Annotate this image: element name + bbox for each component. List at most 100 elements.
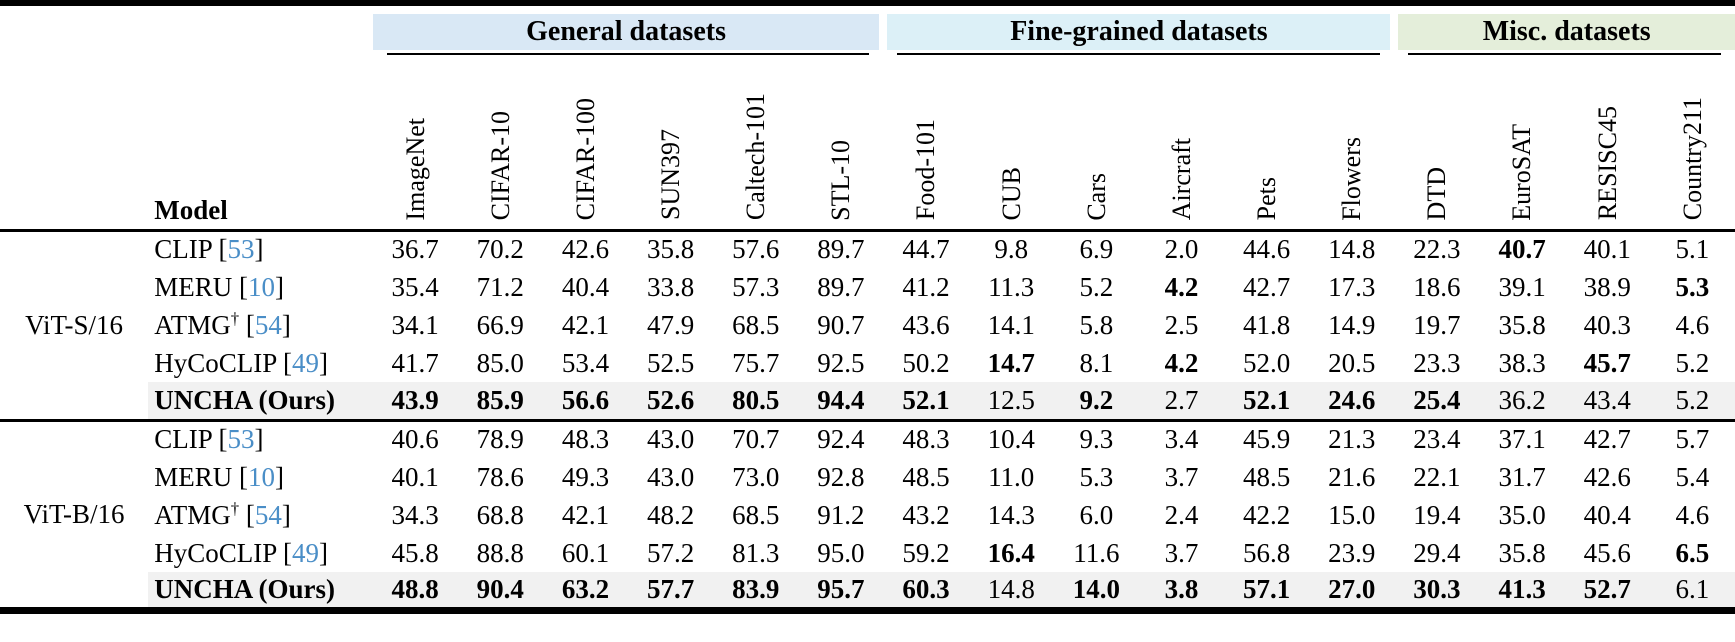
citation-link[interactable]: 49 [292, 537, 319, 568]
score-cell: 14.8 [968, 572, 1054, 610]
column-header-imagenet: ImageNet [400, 117, 430, 221]
score-cell: 78.9 [476, 424, 524, 455]
score-cell: 41.2 [902, 271, 950, 302]
score-cell: 48.8 [372, 572, 458, 610]
score-cell: 52.7 [1564, 572, 1650, 610]
score-cell: 33.8 [646, 271, 695, 302]
score-cell: 34.3 [391, 499, 439, 530]
citation-link[interactable]: 54 [254, 310, 282, 340]
score-cell: 85.9 [457, 382, 543, 420]
score-cell: 40.6 [391, 424, 439, 455]
score-cell: 56.6 [542, 382, 629, 420]
score-cell: 25.4 [1394, 382, 1480, 420]
score-cell: 3.8 [1138, 572, 1225, 610]
score-cell: 56.8 [1242, 537, 1291, 568]
score-cell: 68.5 [732, 499, 780, 530]
score-cell: 50.2 [902, 347, 950, 378]
score-cell: 9.3 [1079, 424, 1114, 455]
group-header-misc-label: Misc. datasets [1398, 14, 1735, 50]
score-cell: 75.7 [732, 347, 780, 378]
score-cell: 38.9 [1583, 271, 1631, 302]
model-row: ViT-B/16 CLIP [53] 40.6 78.9 48.3 43.0 70.7 92.… [0, 420, 1735, 528]
model-row: HyCoCLIP [49] 41.7 85.0 53.4 52.5 75.7 92.5 50.… [0, 344, 1735, 382]
score-cell: 42.7 [1583, 424, 1631, 455]
citation-link[interactable]: 10 [248, 271, 275, 302]
score-cell: 48.2 [646, 499, 695, 530]
citation-link[interactable]: 53 [227, 234, 255, 265]
citation-link[interactable]: 49 [292, 347, 319, 378]
column-header-pets: Pets [1251, 177, 1281, 221]
score-cell: 60.3 [883, 572, 969, 610]
score-cell: 23.9 [1328, 537, 1376, 568]
column-header-sun397: SUN397 [655, 129, 685, 221]
score-cell: 5.7 [1675, 424, 1710, 455]
score-cell: 2.7 [1138, 382, 1225, 420]
model-name-cell: HyCoCLIP [49] [154, 537, 328, 568]
score-cell: 5.2 [1649, 382, 1735, 420]
score-cell: 45.9 [1242, 424, 1291, 455]
score-cell: 43.0 [646, 424, 695, 455]
score-cell: 36.7 [391, 234, 439, 265]
score-cell: 34.1 [391, 309, 439, 340]
model-name-cell: MERU [10] [154, 271, 284, 302]
score-cell: 2.5 [1164, 309, 1199, 340]
score-cell: 35.4 [391, 271, 439, 302]
model-row: ATMG† [54] 34.3 68.8 42.1 48.2 68.5 91.2 43.2 14… [0, 496, 1735, 534]
score-cell: 52.1 [1224, 382, 1310, 420]
score-cell: 5.8 [1079, 309, 1114, 340]
score-cell: 52.6 [628, 382, 714, 420]
score-cell: 4.6 [1675, 499, 1710, 530]
score-cell: 83.9 [713, 572, 799, 610]
score-cell: 70.7 [732, 424, 780, 455]
score-cell: 40.1 [391, 461, 439, 492]
score-cell: 22.1 [1413, 461, 1461, 492]
score-cell: 2.0 [1164, 234, 1199, 265]
score-cell: 21.6 [1328, 461, 1376, 492]
score-cell: 18.6 [1413, 271, 1461, 302]
score-cell: 92.8 [817, 461, 865, 492]
score-cell: 16.4 [987, 537, 1035, 568]
score-cell: 59.2 [902, 537, 950, 568]
score-cell: 5.3 [1079, 461, 1114, 492]
score-cell: 23.4 [1413, 424, 1461, 455]
group-rule-misc [1408, 53, 1721, 55]
model-name-cell: CLIP [53] [154, 424, 264, 455]
score-cell: 4.6 [1675, 309, 1710, 340]
score-cell: 40.3 [1583, 309, 1631, 340]
score-cell: 48.3 [902, 424, 950, 455]
score-cell: 40.1 [1583, 234, 1631, 265]
score-cell: 40.4 [561, 271, 610, 302]
group-header-fine-grained: Fine-grained datasets [883, 3, 1394, 50]
score-cell: 41.7 [391, 347, 439, 378]
score-cell: 11.0 [988, 461, 1035, 492]
score-cell: 5.2 [1675, 347, 1710, 378]
score-cell: 4.2 [1164, 271, 1199, 302]
group-header-fine-grained-label: Fine-grained datasets [887, 14, 1391, 50]
group-header-general-label: General datasets [372, 14, 880, 50]
citation-link[interactable]: 53 [227, 424, 255, 455]
score-cell: 6.5 [1675, 537, 1710, 568]
score-cell: 8.1 [1079, 347, 1114, 378]
score-cell: 15.0 [1328, 499, 1376, 530]
group-underline-row [0, 50, 1735, 62]
column-header-flowers: Flowers [1337, 136, 1367, 221]
score-cell: 42.6 [561, 234, 610, 265]
score-cell: 40.4 [1583, 499, 1631, 530]
score-cell: 9.8 [994, 234, 1029, 265]
score-cell: 35.8 [1498, 309, 1546, 340]
model-row: ATMG† [54] 34.1 66.9 42.1 47.9 68.5 90.7 43.6 14… [0, 306, 1735, 344]
score-cell: 42.1 [561, 499, 610, 530]
score-cell: 36.2 [1479, 382, 1565, 420]
column-header-stl-10: STL-10 [826, 139, 856, 221]
model-name-cell: CLIP [53] [154, 234, 264, 265]
score-cell: 5.3 [1675, 271, 1710, 302]
score-cell: 94.4 [798, 382, 884, 420]
score-cell: 21.3 [1328, 424, 1376, 455]
column-header-cifar-100: CIFAR-100 [570, 98, 600, 221]
citation-link[interactable]: 54 [254, 500, 282, 530]
score-cell: 90.7 [817, 309, 865, 340]
score-cell: 2.4 [1164, 499, 1199, 530]
citation-link[interactable]: 10 [248, 461, 275, 492]
column-header-cub: CUB [996, 167, 1026, 221]
score-cell: 52.0 [1242, 347, 1291, 378]
